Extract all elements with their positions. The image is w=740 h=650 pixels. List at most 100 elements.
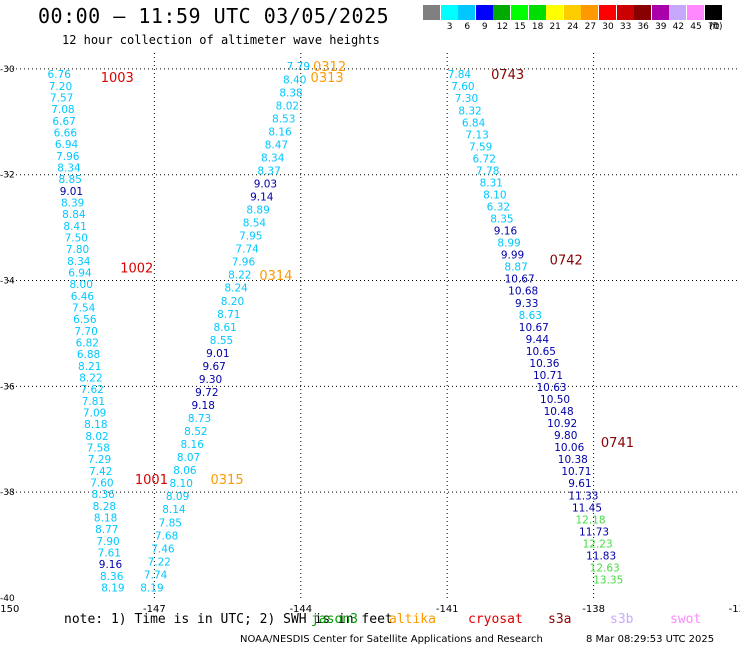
- wave-height-value: 8.99: [497, 238, 520, 250]
- wave-height-value: 7.22: [148, 556, 171, 568]
- wave-height-value: 8.02: [85, 431, 108, 443]
- wave-height-value: 9.14: [250, 192, 274, 204]
- wave-height-value: 8.10: [483, 189, 506, 201]
- wave-height-value: 7.96: [56, 151, 80, 163]
- scale-label: 15: [514, 22, 526, 32]
- wave-height-value: 9.01: [60, 186, 83, 198]
- wave-height-value: 7.61: [98, 547, 121, 559]
- wave-height-value: 11.73: [579, 526, 609, 538]
- wave-height-value: 7.81: [82, 396, 105, 408]
- scale-label: 6: [464, 22, 471, 32]
- wave-height-value: 7.84: [448, 69, 472, 81]
- scale-label: 45: [690, 22, 702, 32]
- pass-time-label: 0743: [491, 68, 524, 83]
- wave-height-value: 8.38: [279, 87, 302, 99]
- wave-height-value: 6.66: [54, 127, 78, 139]
- wave-height-value: 8.52: [184, 426, 207, 438]
- scale-label: 70: [707, 22, 720, 32]
- wave-height-value: 10.71: [561, 466, 591, 478]
- wave-height-value: 8.06: [173, 465, 197, 477]
- wave-height-value: 7.80: [66, 244, 89, 256]
- wave-height-value: 8.36: [100, 571, 124, 583]
- wave-height-value: 7.90: [96, 536, 119, 548]
- wave-height-value: 8.34: [67, 256, 91, 268]
- wave-height-value: 8.18: [84, 419, 107, 431]
- lon-tick-label: -150: [0, 604, 19, 615]
- wave-height-value: 7.79: [287, 61, 310, 73]
- wave-height-value: 11.33: [568, 490, 598, 502]
- generated-timestamp: 8 Mar 08:29:53 UTC 2025: [586, 634, 715, 645]
- wave-height-value: 7.08: [51, 104, 74, 116]
- pass-time-label: 0313: [311, 71, 344, 86]
- wave-height-value: 7.42: [89, 466, 112, 478]
- scale-swatch: [458, 5, 476, 20]
- wave-height-value: 8.07: [177, 452, 200, 464]
- wave-height-value: 8.73: [188, 413, 211, 425]
- wave-height-value: 8.34: [261, 152, 285, 164]
- wave-height-value: 6.76: [48, 69, 72, 81]
- scale-label: 21: [549, 22, 561, 32]
- wave-height-value: 8.41: [63, 221, 86, 233]
- wave-height-value: 8.87: [504, 262, 527, 274]
- wave-height-value: 8.39: [61, 197, 84, 209]
- scale-label: 30: [602, 22, 614, 32]
- wave-height-value: 10.92: [547, 418, 577, 430]
- wave-height-value: 10.71: [533, 370, 563, 382]
- wave-height-value: 7.29: [88, 454, 111, 466]
- mission-legend-item: swot: [670, 612, 702, 627]
- wave-height-value: 7.62: [80, 384, 103, 396]
- wave-height-value: 6.67: [52, 116, 75, 128]
- scale-swatch: [687, 5, 704, 20]
- scale-label: 3: [446, 22, 453, 32]
- wave-height-value: 6.84: [462, 117, 486, 129]
- wave-height-value: 8.89: [246, 205, 269, 217]
- scale-label: 12: [496, 22, 509, 32]
- wave-height-value: 11.83: [586, 550, 616, 562]
- wave-height-value: 8.32: [458, 105, 481, 117]
- wave-height-value: 8.28: [93, 501, 116, 513]
- wave-height-value: 9.01: [206, 348, 229, 360]
- scale-swatch: [440, 5, 458, 20]
- wave-height-value: 9.80: [554, 430, 577, 442]
- wave-height-value: 8.34: [57, 162, 81, 174]
- mission-legend-item: s3a: [548, 612, 572, 627]
- wave-height-value: 9.67: [202, 361, 225, 373]
- lon-tick-label: -147: [143, 604, 166, 615]
- lat-tick-label: -40: [0, 594, 15, 604]
- scale-swatch: [704, 5, 722, 20]
- wave-height-value: 8.20: [221, 296, 244, 308]
- wave-height-value: 8.19: [140, 582, 163, 594]
- lat-tick-label: -38: [0, 488, 15, 498]
- wave-height-value: 6.72: [473, 153, 496, 165]
- wave-height-value: 8.18: [94, 512, 117, 524]
- scale-label: 39: [655, 22, 667, 32]
- wave-height-value: 8.24: [224, 283, 248, 295]
- wave-height-value: 8.19: [101, 582, 124, 594]
- wave-height-value: 7.78: [476, 165, 499, 177]
- wave-height-value: 8.36: [91, 489, 115, 501]
- wave-height-value: 7.74: [144, 569, 168, 581]
- map-title: 00:00 – 11:59 UTC 03/05/2025: [38, 4, 390, 28]
- wave-height-value: 7.68: [155, 530, 178, 542]
- wave-height-value: 7.50: [65, 232, 88, 244]
- scale-label: 24: [567, 22, 579, 32]
- wave-height-value: 8.16: [181, 439, 205, 451]
- scale-swatch: [563, 5, 581, 20]
- wave-height-value: 8.37: [257, 165, 280, 177]
- wave-height-value: 7.74: [235, 244, 259, 256]
- wave-height-value: 6.88: [77, 349, 100, 361]
- wave-height-value: 7.96: [232, 257, 256, 269]
- color-scale-legend: 3 6 9 12 15 18 21 24 27 30 33 36 39 42 45 70 (ft): [423, 5, 740, 35]
- wave-height-value: 8.09: [166, 491, 189, 503]
- wave-height-value: 7.13: [465, 129, 488, 141]
- scale-swatch: [475, 5, 493, 20]
- pass-time-label: 1003: [101, 71, 134, 86]
- wave-height-value: 9.16: [494, 226, 518, 238]
- mission-legend-item: s3b: [610, 612, 634, 627]
- wave-height-value: 6.94: [55, 139, 79, 151]
- wave-height-value: 8.22: [79, 372, 102, 384]
- scale-swatch: [546, 5, 564, 20]
- wave-height-value: 9.44: [526, 334, 550, 346]
- map-subtitle: 12 hour collection of altimeter wave hei…: [62, 33, 380, 47]
